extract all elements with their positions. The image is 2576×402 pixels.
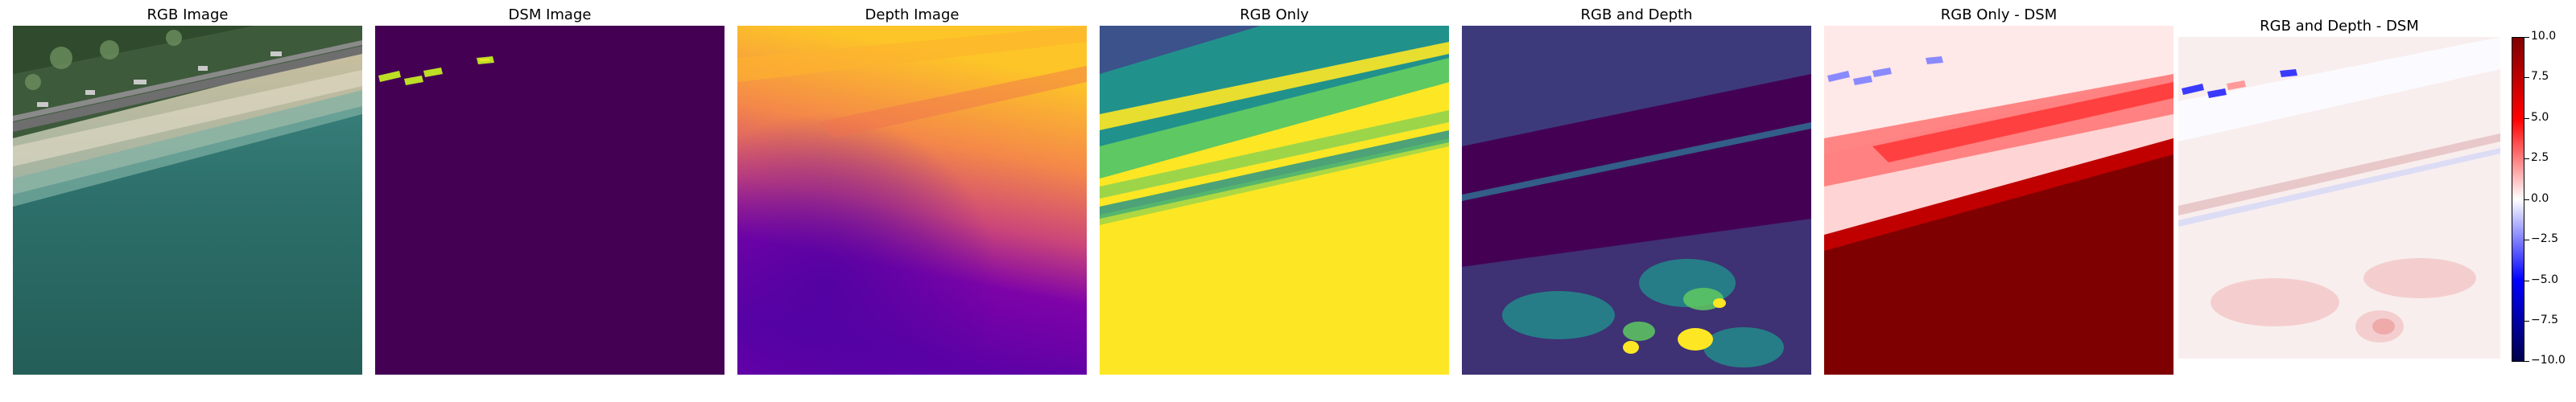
colorbar-tickmark: [2524, 77, 2529, 78]
depth-image: [737, 26, 1087, 375]
colorbar-tick-label: 2.5: [2531, 151, 2549, 164]
panel-title: RGB Only - DSM: [1940, 6, 2058, 23]
rgb-and-depth-prediction: [1462, 26, 1811, 375]
colorbar-tick-label: 5.0: [2531, 111, 2549, 124]
colorbar-tickmark: [2524, 118, 2529, 119]
colorbar-gradient: [2512, 37, 2524, 362]
rgb-only-prediction: [1100, 26, 1449, 375]
panel-title: RGB Only: [1240, 6, 1309, 23]
colorbar-tick-label: 0.0: [2531, 192, 2549, 205]
panel-title: DSM Image: [508, 6, 592, 23]
dsm-image: [375, 26, 724, 375]
panel-title: RGB and Depth - DSM: [2260, 18, 2419, 35]
colorbar-tick-label: −7.5: [2531, 314, 2558, 326]
colorbar-tick-label: 7.5: [2531, 70, 2549, 83]
panel-title: RGB Image: [147, 6, 229, 23]
colorbar-tickmark: [2524, 199, 2529, 200]
panel-title: Depth Image: [865, 6, 960, 23]
colorbar-tick-label: −2.5: [2531, 232, 2558, 245]
colorbar-tickmark: [2524, 361, 2529, 362]
colorbar-tickmark: [2524, 37, 2529, 38]
colorbar-tickmark: [2524, 158, 2529, 159]
colorbar-tickmark: [2524, 321, 2529, 322]
panel-title: RGB and Depth: [1580, 6, 1693, 23]
rgb-image: [13, 26, 362, 375]
rgb-and-depth-difference-map: [2178, 37, 2500, 359]
colorbar-tick-label: 10.0: [2531, 30, 2557, 43]
colorbar-tick-label: −10.0: [2531, 354, 2566, 367]
colorbar-tick-label: −5.0: [2531, 273, 2558, 286]
rgb-only-difference-map: [1824, 26, 2174, 375]
